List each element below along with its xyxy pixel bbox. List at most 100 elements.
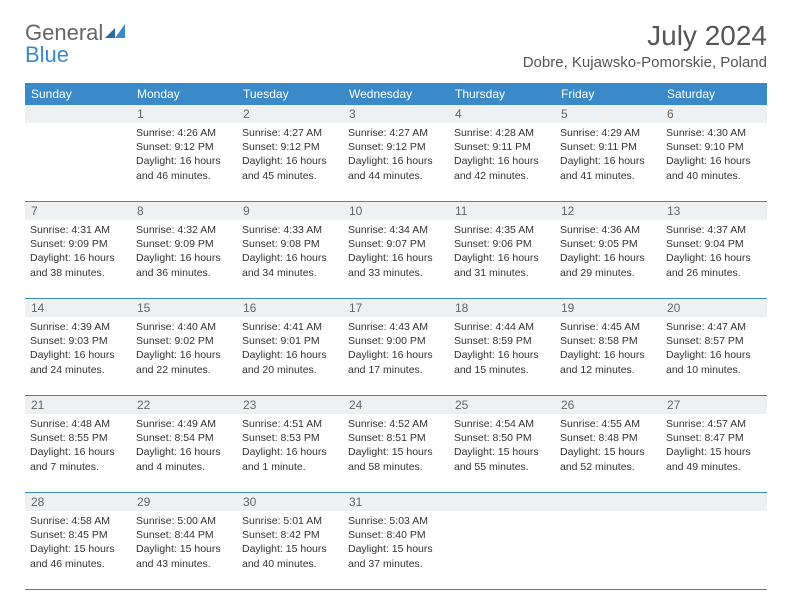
daylight-text: Daylight: 16 hours and 20 minutes. xyxy=(242,348,338,376)
sunrise-text: Sunrise: 4:47 AM xyxy=(666,320,762,334)
day-info: Sunrise: 4:35 AMSunset: 9:06 PMDaylight:… xyxy=(454,223,550,280)
day-info: Sunrise: 4:33 AMSunset: 9:08 PMDaylight:… xyxy=(242,223,338,280)
sunrise-text: Sunrise: 4:43 AM xyxy=(348,320,444,334)
daylight-text: Daylight: 15 hours and 43 minutes. xyxy=(136,542,232,570)
day-info: Sunrise: 4:31 AMSunset: 9:09 PMDaylight:… xyxy=(30,223,126,280)
sunrise-text: Sunrise: 4:44 AM xyxy=(454,320,550,334)
day-info: Sunrise: 4:27 AMSunset: 9:12 PMDaylight:… xyxy=(242,126,338,183)
sunset-text: Sunset: 9:05 PM xyxy=(560,237,656,251)
sunset-text: Sunset: 9:00 PM xyxy=(348,334,444,348)
daylight-text: Daylight: 16 hours and 17 minutes. xyxy=(348,348,444,376)
day-info: Sunrise: 5:01 AMSunset: 8:42 PMDaylight:… xyxy=(242,514,338,571)
location-text: Dobre, Kujawsko-Pomorskie, Poland xyxy=(523,54,767,71)
day-number: 17 xyxy=(343,299,449,317)
day-number: 10 xyxy=(343,202,449,220)
sunrise-text: Sunrise: 4:27 AM xyxy=(242,126,338,140)
sunrise-text: Sunrise: 4:28 AM xyxy=(454,126,550,140)
day-number: 13 xyxy=(661,202,767,220)
day-label: Monday xyxy=(131,83,237,105)
sunrise-text: Sunrise: 5:01 AM xyxy=(242,514,338,528)
sunrise-text: Sunrise: 4:51 AM xyxy=(242,417,338,431)
week-row: Sunrise: 4:58 AMSunset: 8:45 PMDaylight:… xyxy=(25,511,767,590)
sunrise-text: Sunrise: 5:00 AM xyxy=(136,514,232,528)
day-number xyxy=(25,105,131,123)
day-info: Sunrise: 4:26 AMSunset: 9:12 PMDaylight:… xyxy=(136,126,232,183)
daylight-text: Daylight: 16 hours and 34 minutes. xyxy=(242,251,338,279)
sunrise-text: Sunrise: 4:32 AM xyxy=(136,223,232,237)
day-cell: Sunrise: 4:39 AMSunset: 9:03 PMDaylight:… xyxy=(25,317,131,395)
day-info: Sunrise: 4:55 AMSunset: 8:48 PMDaylight:… xyxy=(560,417,656,474)
flag-icon xyxy=(105,20,127,46)
day-number: 7 xyxy=(25,202,131,220)
day-number: 29 xyxy=(131,493,237,511)
sunset-text: Sunset: 8:45 PM xyxy=(30,528,126,542)
day-cell: Sunrise: 4:41 AMSunset: 9:01 PMDaylight:… xyxy=(237,317,343,395)
day-info: Sunrise: 4:28 AMSunset: 9:11 PMDaylight:… xyxy=(454,126,550,183)
daylight-text: Daylight: 16 hours and 15 minutes. xyxy=(454,348,550,376)
day-cell: Sunrise: 4:31 AMSunset: 9:09 PMDaylight:… xyxy=(25,220,131,298)
day-label: Saturday xyxy=(661,83,767,105)
day-info: Sunrise: 4:36 AMSunset: 9:05 PMDaylight:… xyxy=(560,223,656,280)
day-header-row: Sunday Monday Tuesday Wednesday Thursday… xyxy=(25,83,767,105)
sunset-text: Sunset: 8:42 PM xyxy=(242,528,338,542)
day-info: Sunrise: 4:51 AMSunset: 8:53 PMDaylight:… xyxy=(242,417,338,474)
day-number: 14 xyxy=(25,299,131,317)
day-number-row: 28293031 xyxy=(25,493,767,511)
day-number: 9 xyxy=(237,202,343,220)
daylight-text: Daylight: 15 hours and 46 minutes. xyxy=(30,542,126,570)
sunrise-text: Sunrise: 4:58 AM xyxy=(30,514,126,528)
sunrise-text: Sunrise: 4:36 AM xyxy=(560,223,656,237)
week-row: Sunrise: 4:31 AMSunset: 9:09 PMDaylight:… xyxy=(25,220,767,299)
day-cell: Sunrise: 4:33 AMSunset: 9:08 PMDaylight:… xyxy=(237,220,343,298)
day-info: Sunrise: 4:44 AMSunset: 8:59 PMDaylight:… xyxy=(454,320,550,377)
day-cell: Sunrise: 4:35 AMSunset: 9:06 PMDaylight:… xyxy=(449,220,555,298)
day-cell: Sunrise: 4:47 AMSunset: 8:57 PMDaylight:… xyxy=(661,317,767,395)
day-cell: Sunrise: 4:45 AMSunset: 8:58 PMDaylight:… xyxy=(555,317,661,395)
daylight-text: Daylight: 16 hours and 44 minutes. xyxy=(348,154,444,182)
sunrise-text: Sunrise: 4:45 AM xyxy=(560,320,656,334)
daylight-text: Daylight: 15 hours and 49 minutes. xyxy=(666,445,762,473)
day-number-row: 14151617181920 xyxy=(25,299,767,317)
day-cell xyxy=(661,511,767,589)
sunset-text: Sunset: 8:51 PM xyxy=(348,431,444,445)
day-number: 27 xyxy=(661,396,767,414)
day-cell: Sunrise: 4:29 AMSunset: 9:11 PMDaylight:… xyxy=(555,123,661,201)
calendar: Sunday Monday Tuesday Wednesday Thursday… xyxy=(25,83,767,590)
sunset-text: Sunset: 9:04 PM xyxy=(666,237,762,251)
day-number: 30 xyxy=(237,493,343,511)
day-number: 5 xyxy=(555,105,661,123)
title-block: July 2024 Dobre, Kujawsko-Pomorskie, Pol… xyxy=(523,20,767,71)
day-cell: Sunrise: 4:34 AMSunset: 9:07 PMDaylight:… xyxy=(343,220,449,298)
daylight-text: Daylight: 16 hours and 7 minutes. xyxy=(30,445,126,473)
day-info: Sunrise: 4:43 AMSunset: 9:00 PMDaylight:… xyxy=(348,320,444,377)
day-cell: Sunrise: 4:36 AMSunset: 9:05 PMDaylight:… xyxy=(555,220,661,298)
day-cell xyxy=(25,123,131,201)
daylight-text: Daylight: 16 hours and 33 minutes. xyxy=(348,251,444,279)
day-cell: Sunrise: 4:52 AMSunset: 8:51 PMDaylight:… xyxy=(343,414,449,492)
day-number xyxy=(449,493,555,511)
day-label: Friday xyxy=(555,83,661,105)
daylight-text: Daylight: 16 hours and 26 minutes. xyxy=(666,251,762,279)
day-label: Sunday xyxy=(25,83,131,105)
sunset-text: Sunset: 9:09 PM xyxy=(136,237,232,251)
daylight-text: Daylight: 16 hours and 1 minute. xyxy=(242,445,338,473)
day-number: 11 xyxy=(449,202,555,220)
day-number-row: 78910111213 xyxy=(25,202,767,220)
sunset-text: Sunset: 8:54 PM xyxy=(136,431,232,445)
sunset-text: Sunset: 8:50 PM xyxy=(454,431,550,445)
day-cell xyxy=(555,511,661,589)
day-cell: Sunrise: 4:40 AMSunset: 9:02 PMDaylight:… xyxy=(131,317,237,395)
day-number-row: 123456 xyxy=(25,105,767,123)
daylight-text: Daylight: 16 hours and 42 minutes. xyxy=(454,154,550,182)
sunset-text: Sunset: 9:12 PM xyxy=(136,140,232,154)
day-number: 26 xyxy=(555,396,661,414)
day-cell: Sunrise: 4:44 AMSunset: 8:59 PMDaylight:… xyxy=(449,317,555,395)
sunset-text: Sunset: 9:01 PM xyxy=(242,334,338,348)
day-number: 4 xyxy=(449,105,555,123)
sunset-text: Sunset: 9:02 PM xyxy=(136,334,232,348)
sunrise-text: Sunrise: 4:48 AM xyxy=(30,417,126,431)
day-info: Sunrise: 4:47 AMSunset: 8:57 PMDaylight:… xyxy=(666,320,762,377)
day-info: Sunrise: 5:00 AMSunset: 8:44 PMDaylight:… xyxy=(136,514,232,571)
sunrise-text: Sunrise: 5:03 AM xyxy=(348,514,444,528)
week-row: Sunrise: 4:26 AMSunset: 9:12 PMDaylight:… xyxy=(25,123,767,202)
